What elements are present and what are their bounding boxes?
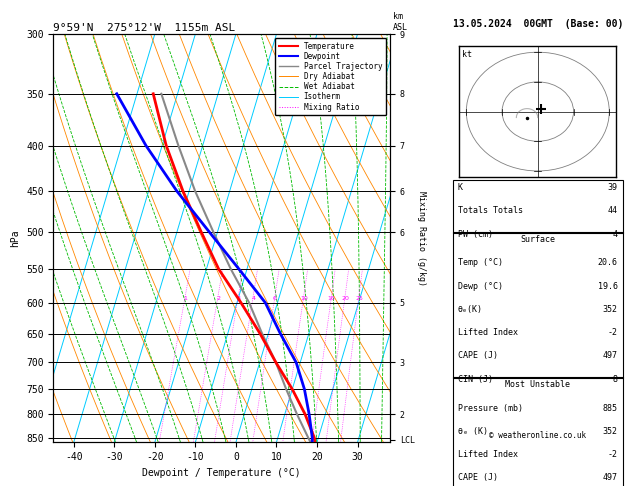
Text: Lifted Index: Lifted Index (458, 328, 518, 337)
Text: Dewp (°C): Dewp (°C) (458, 282, 503, 291)
Text: 2: 2 (216, 296, 220, 301)
Text: θₑ(K): θₑ(K) (458, 305, 483, 314)
Text: Totals Totals: Totals Totals (458, 206, 523, 215)
Text: 497: 497 (603, 351, 618, 361)
Text: 352: 352 (603, 427, 618, 436)
Text: Lifted Index: Lifted Index (458, 450, 518, 459)
Text: 20.6: 20.6 (598, 259, 618, 267)
Text: 6: 6 (273, 296, 277, 301)
Text: km
ASL: km ASL (393, 12, 408, 32)
Y-axis label: hPa: hPa (11, 229, 21, 247)
Bar (453, 179, 623, 233)
Text: 13.05.2024  00GMT  (Base: 00): 13.05.2024 00GMT (Base: 00) (453, 19, 623, 29)
Text: 10: 10 (300, 296, 308, 301)
Text: 4: 4 (613, 229, 618, 239)
Text: Most Unstable: Most Unstable (505, 380, 571, 389)
Legend: Temperature, Dewpoint, Parcel Trajectory, Dry Adiabat, Wet Adiabat, Isotherm, Mi: Temperature, Dewpoint, Parcel Trajectory… (275, 38, 386, 115)
Text: 16: 16 (328, 296, 335, 301)
Bar (453, 232, 623, 378)
Text: CAPE (J): CAPE (J) (458, 473, 498, 482)
Text: 9°59'N  275°12'W  1155m ASL: 9°59'N 275°12'W 1155m ASL (53, 23, 236, 33)
Text: kt: kt (462, 50, 472, 59)
Text: 44: 44 (608, 206, 618, 215)
Text: 8: 8 (613, 375, 618, 384)
Text: Pressure (mb): Pressure (mb) (458, 403, 523, 413)
Text: 885: 885 (603, 403, 618, 413)
Text: -2: -2 (608, 328, 618, 337)
Text: 19.6: 19.6 (598, 282, 618, 291)
Text: 1: 1 (183, 296, 187, 301)
Bar (453, 377, 623, 486)
Text: 352: 352 (603, 305, 618, 314)
Text: CAPE (J): CAPE (J) (458, 351, 498, 361)
Text: CIN (J): CIN (J) (458, 375, 493, 384)
Text: 3: 3 (237, 296, 240, 301)
Text: θₑ (K): θₑ (K) (458, 427, 488, 436)
X-axis label: Dewpoint / Temperature (°C): Dewpoint / Temperature (°C) (142, 468, 301, 478)
Text: 20: 20 (341, 296, 349, 301)
Text: © weatheronline.co.uk: © weatheronline.co.uk (489, 431, 586, 440)
Text: Temp (°C): Temp (°C) (458, 259, 503, 267)
Text: K: K (458, 183, 463, 192)
Text: PW (cm): PW (cm) (458, 229, 493, 239)
Text: 4: 4 (251, 296, 255, 301)
Y-axis label: Mixing Ratio (g/kg): Mixing Ratio (g/kg) (417, 191, 426, 286)
Text: -2: -2 (608, 450, 618, 459)
Text: Surface: Surface (520, 235, 555, 244)
Text: 25: 25 (355, 296, 363, 301)
Text: 497: 497 (603, 473, 618, 482)
Text: 39: 39 (608, 183, 618, 192)
